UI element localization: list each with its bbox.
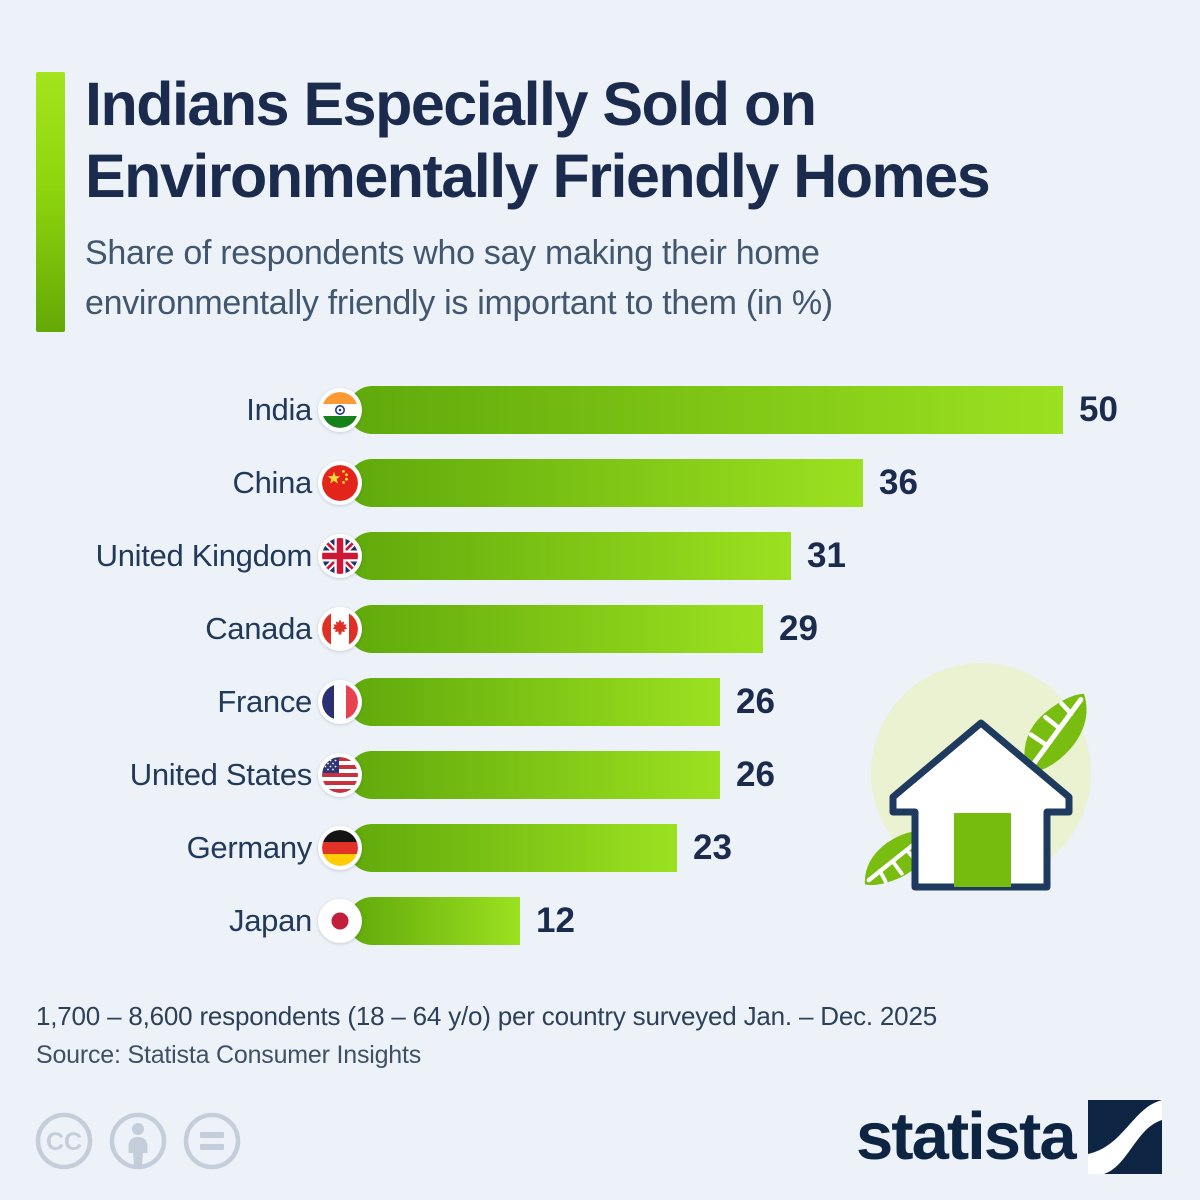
flag-japan-icon: [318, 899, 362, 943]
flag-germany-icon: [318, 826, 362, 870]
no-derivatives-icon: [183, 1112, 241, 1170]
value-bar: [348, 532, 791, 580]
bar-value: 23: [693, 828, 732, 867]
country-label: United States: [129, 757, 313, 792]
title-line-2: Environmentally Friendly Homes: [85, 142, 991, 210]
leaf-icon: [1024, 693, 1087, 775]
flag-canada-icon: [318, 607, 362, 651]
country-label: France: [217, 684, 312, 719]
flag-china-icon: [318, 461, 362, 505]
source-line: Source: Statista Consumer Insights: [36, 1041, 422, 1069]
bar-value: 31: [807, 536, 846, 575]
chart-row: India 50: [0, 386, 1200, 434]
value-bar: [348, 459, 863, 507]
house-icon: [889, 719, 1073, 891]
bar-value: 29: [779, 609, 818, 648]
bar-value: 50: [1079, 390, 1118, 429]
value-bar: [348, 751, 720, 799]
chart-row: Japan 12: [0, 897, 1200, 945]
flag-united-kingdom-icon: [318, 534, 362, 578]
statista-wordmark: statista: [856, 1099, 1077, 1174]
bar-value: 36: [879, 463, 918, 502]
flag-india-icon: [318, 388, 362, 432]
chart-row: Canada 29: [0, 605, 1200, 653]
value-bar: [348, 678, 720, 726]
country-label: Canada: [205, 611, 312, 646]
chart-row: United States 26: [0, 751, 1200, 799]
bar-value: 26: [736, 755, 775, 794]
country-label: India: [246, 392, 312, 427]
cc-icon: CC: [35, 1112, 93, 1170]
value-bar: [348, 897, 520, 945]
chart-row: China 36: [0, 459, 1200, 507]
bar-value: 12: [536, 901, 575, 940]
chart-row: France 26: [0, 678, 1200, 726]
eco-house-illustration: [864, 663, 1091, 891]
country-label: Japan: [229, 903, 312, 938]
value-bar: [348, 605, 763, 653]
attribution-icon: [109, 1112, 167, 1170]
house-door: [954, 813, 1011, 887]
cc-license-icons: CC: [35, 1112, 241, 1170]
country-label: Germany: [186, 830, 313, 865]
value-bar: [348, 386, 1063, 434]
chart-row: United Kingdom 31: [0, 532, 1200, 580]
statista-logo-mark: [1087, 1100, 1162, 1174]
bar-value: 26: [736, 682, 775, 721]
page-subtitle: Share of respondents who say making thei…: [85, 234, 833, 322]
page-title: Indians Especially Sold on Environmental…: [85, 68, 991, 212]
title-accent-bar: [36, 72, 65, 332]
title-line-1: Indians Especially Sold on: [85, 70, 817, 138]
footnote: 1,700 – 8,600 respondents (18 – 64 y/o) …: [36, 1001, 937, 1031]
flag-france-icon: [318, 680, 362, 724]
chart-row: Germany 23: [0, 824, 1200, 872]
country-label: United Kingdom: [95, 538, 313, 573]
flag-united-states-icon: [318, 753, 362, 797]
bar-chart: India 50 China 36 United Kingdom 31 Canada 29 Fr…: [0, 386, 1200, 945]
svg-text:CC: CC: [46, 1128, 82, 1156]
country-label: China: [232, 465, 313, 500]
value-bar: [348, 824, 677, 872]
statista-logo: statista: [856, 1100, 1162, 1174]
